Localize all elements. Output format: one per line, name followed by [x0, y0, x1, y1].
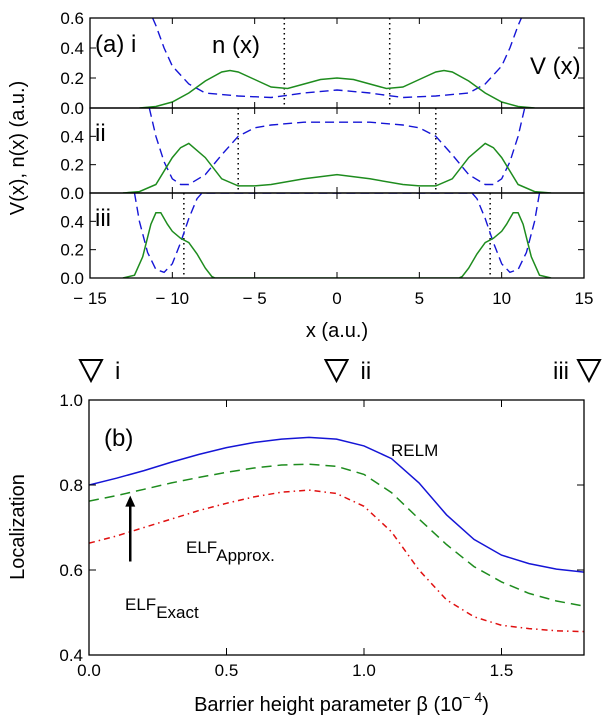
- x-tick-label: 0.0: [77, 661, 101, 680]
- y-tick-label: 0.0: [60, 269, 84, 288]
- x-tick-label: − 15: [73, 289, 107, 308]
- panel-frame: [88, 399, 585, 656]
- subplot-frame: [89, 107, 585, 194]
- y-tick-label: 0.6: [59, 561, 83, 580]
- regime-marker-triangle: [323, 359, 350, 384]
- subplot-curves: [122, 193, 552, 278]
- elf-exact-label: ELFExact: [125, 595, 199, 622]
- potential-curve: [148, 108, 526, 186]
- x-tick-label: 0.5: [215, 661, 239, 680]
- regime-marker-triangle: [78, 359, 104, 384]
- y-tick-label: 0.6: [60, 9, 84, 28]
- y-axis-label: Localization: [7, 474, 29, 580]
- x-axis-label: Barrier height parameter β (10− 4): [194, 689, 489, 716]
- density-curve: [139, 69, 535, 108]
- x-axis-label-main: Barrier height parameter β (10: [194, 694, 462, 716]
- panel-tag: (b): [104, 425, 133, 452]
- regime-marker-triangle: [576, 359, 602, 384]
- x-tick-label: − 5: [243, 289, 267, 308]
- y-tick-label: 0.0: [60, 99, 84, 118]
- x-tick-label: 1.0: [352, 661, 376, 680]
- x-tick-label: 1.5: [490, 661, 514, 680]
- subplot-2: 0.0 0.2 0.4 ii: [60, 107, 585, 203]
- y-tick-label: 0.4: [60, 127, 84, 146]
- subplot-3: 0.0 0.2 0.4 iii: [60, 192, 585, 288]
- x-tick-label: 10: [492, 289, 511, 308]
- subplot-curves: [139, 18, 535, 108]
- elf-approx-label-sub: Approx.: [216, 546, 275, 565]
- y-tick-label: 0.8: [59, 476, 83, 495]
- subplot-tag: ii: [95, 120, 106, 147]
- elf-exact-label-sub: Exact: [156, 603, 199, 622]
- potential-curve: [151, 18, 523, 99]
- elf-approx-label-main: ELF: [186, 538, 217, 557]
- subplot-frame: [89, 17, 585, 109]
- potential-curve: [133, 193, 541, 274]
- subplot-tag: (a) i: [95, 31, 136, 58]
- x-tick-label: 0: [332, 289, 341, 308]
- regime-marker-label: ii: [361, 358, 372, 385]
- density-label: n (x): [212, 32, 260, 59]
- y-tick-label: 0.4: [60, 212, 84, 231]
- localization-curves: [89, 436, 584, 633]
- arrow-head: [125, 495, 136, 507]
- y-tick-label: 0.4: [60, 39, 84, 58]
- y-tick-label: 0.2: [60, 156, 84, 175]
- elf-approx-label: ELFApprox.: [186, 538, 275, 565]
- subplot-1: 0.0 0.2 0.4 0.6 (a) i n (x) V (x): [60, 9, 585, 118]
- y-axis-label: V(x), n(x) (a.u.): [7, 81, 29, 215]
- x-axis-label-close: ): [482, 694, 489, 716]
- x-tick-label: 15: [575, 289, 594, 308]
- subplot-curves: [122, 108, 552, 193]
- x-axis-label: x (a.u.): [306, 320, 368, 342]
- x-axis-label-exponent: − 4: [462, 689, 482, 705]
- relm-line: [89, 436, 584, 573]
- relm-label: RELM: [391, 441, 438, 460]
- y-tick-label: 0.2: [60, 241, 84, 260]
- y-tick-label: 1.0: [59, 391, 83, 410]
- regime-marker-label: iii: [553, 358, 569, 385]
- x-tick-label: 5: [415, 289, 424, 308]
- subplot-frame: [89, 192, 585, 279]
- potential-label: V (x): [530, 53, 581, 80]
- subplot-tag: iii: [95, 205, 111, 232]
- regime-marker-label: i: [115, 358, 120, 385]
- y-tick-label: 0.0: [60, 184, 84, 203]
- x-tick-label: − 10: [156, 289, 190, 308]
- elf-approx-line: [89, 463, 584, 607]
- elf-exact-label-main: ELF: [125, 595, 156, 614]
- y-tick-label: 0.4: [59, 646, 83, 665]
- density-curve: [122, 142, 552, 193]
- density-curve: [122, 212, 552, 278]
- y-tick-label: 0.2: [60, 69, 84, 88]
